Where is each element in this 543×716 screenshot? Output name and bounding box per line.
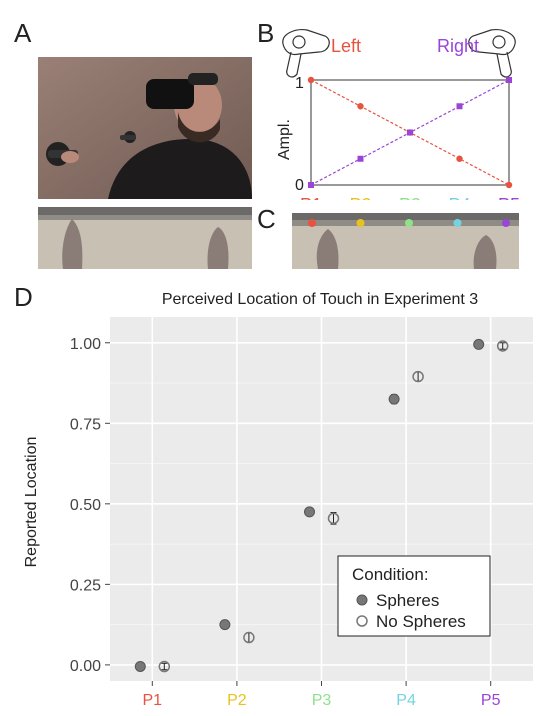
no-spheres-point — [327, 512, 340, 525]
legend-marker-no-spheres — [356, 615, 368, 627]
data-points — [134, 338, 509, 673]
no-spheres-point — [412, 370, 424, 383]
left-amplitude-point — [505, 181, 513, 189]
virtual-hands-photo-c — [292, 213, 519, 269]
y-tick-label: 0.00 — [70, 658, 101, 675]
y-tick-label: 1.00 — [70, 336, 101, 353]
y-axis-label: Reported Location — [23, 437, 40, 568]
position-dot — [502, 219, 510, 227]
virtual-hands-photo-a — [38, 207, 252, 269]
right-controller-icon — [468, 29, 516, 78]
amplitude-marks — [307, 76, 513, 189]
panel-label-a: A — [14, 18, 32, 48]
virtual-hands-illustration-c — [292, 213, 519, 269]
reported-location-chart: Perceived Location of Touch in Experimen… — [23, 291, 533, 709]
position-tick-p4: P4 — [448, 195, 470, 200]
position-tick-p3: P3 — [399, 195, 421, 200]
amplitude-y-bottom: 0 — [295, 177, 304, 194]
x-tick-label-p3: P3 — [312, 692, 332, 709]
no-spheres-point — [243, 631, 255, 644]
legend-title: Condition: — [352, 565, 429, 584]
position-tick-p2: P2 — [349, 195, 371, 200]
vr-user-photo — [38, 57, 252, 199]
right-label: Right — [437, 36, 479, 56]
left-amplitude-point — [456, 155, 463, 162]
y-tick-label: 0.75 — [70, 416, 101, 433]
right-amplitude-point — [357, 155, 364, 162]
spheres-point — [388, 393, 400, 405]
position-dot — [405, 219, 413, 227]
chart-title: Perceived Location of Touch in Experimen… — [162, 291, 478, 308]
amplitude-axes-frame — [310, 79, 510, 186]
spheres-point — [473, 338, 485, 350]
position-tick-labels: P1 P2 P3 P4 P5 — [300, 195, 520, 200]
no-spheres-point — [496, 340, 509, 352]
right-amplitude-point — [506, 77, 512, 83]
amplitude-y-label: Ampl. — [276, 119, 293, 160]
position-dot — [453, 219, 462, 227]
y-tick-labels: 0.00 0.25 0.50 0.75 1.00 — [70, 336, 110, 675]
x-tick-label-p4: P4 — [396, 692, 416, 709]
position-tick-p1: P1 — [300, 195, 322, 200]
right-amplitude-point — [308, 182, 314, 188]
spheres-point — [219, 619, 231, 631]
y-tick-label: 0.50 — [70, 497, 101, 514]
panel-label-d: D — [14, 282, 33, 312]
legend-label-no-spheres: No Spheres — [376, 612, 466, 631]
position-tick-p5: P5 — [498, 195, 520, 200]
panel-label-b: B — [257, 18, 275, 48]
left-controller-icon — [282, 29, 330, 78]
vr-user-illustration — [38, 57, 252, 199]
virtual-hands-illustration-a — [38, 207, 252, 269]
position-dots — [308, 219, 510, 227]
left-amplitude-point — [357, 103, 364, 110]
amplitude-diagram: Left Right 1 0 Ampl. P1 P2 P3 P4 P5 — [276, 29, 520, 200]
x-tick-label-p1: P1 — [143, 692, 163, 709]
legend: Condition: Spheres No Spheres — [337, 555, 491, 637]
x-tick-labels: P1 P2 P3 P4 P5 — [143, 681, 501, 709]
x-tick-label-p5: P5 — [481, 692, 501, 709]
legend-marker-spheres — [356, 594, 368, 606]
right-amplitude-point — [407, 129, 413, 136]
position-dot — [356, 219, 365, 227]
left-amplitude-point — [307, 76, 315, 84]
right-amplitude-point — [456, 103, 463, 110]
y-tick-label: 0.25 — [70, 577, 101, 594]
spheres-point — [134, 661, 146, 673]
legend-label-spheres: Spheres — [376, 591, 439, 610]
no-spheres-point — [158, 660, 171, 673]
panel-label-c: C — [257, 204, 276, 234]
spheres-point — [304, 506, 315, 518]
position-dot — [308, 219, 316, 227]
amplitude-y-top: 1 — [295, 75, 304, 92]
left-label: Left — [331, 36, 361, 56]
x-tick-label-p2: P2 — [227, 692, 247, 709]
